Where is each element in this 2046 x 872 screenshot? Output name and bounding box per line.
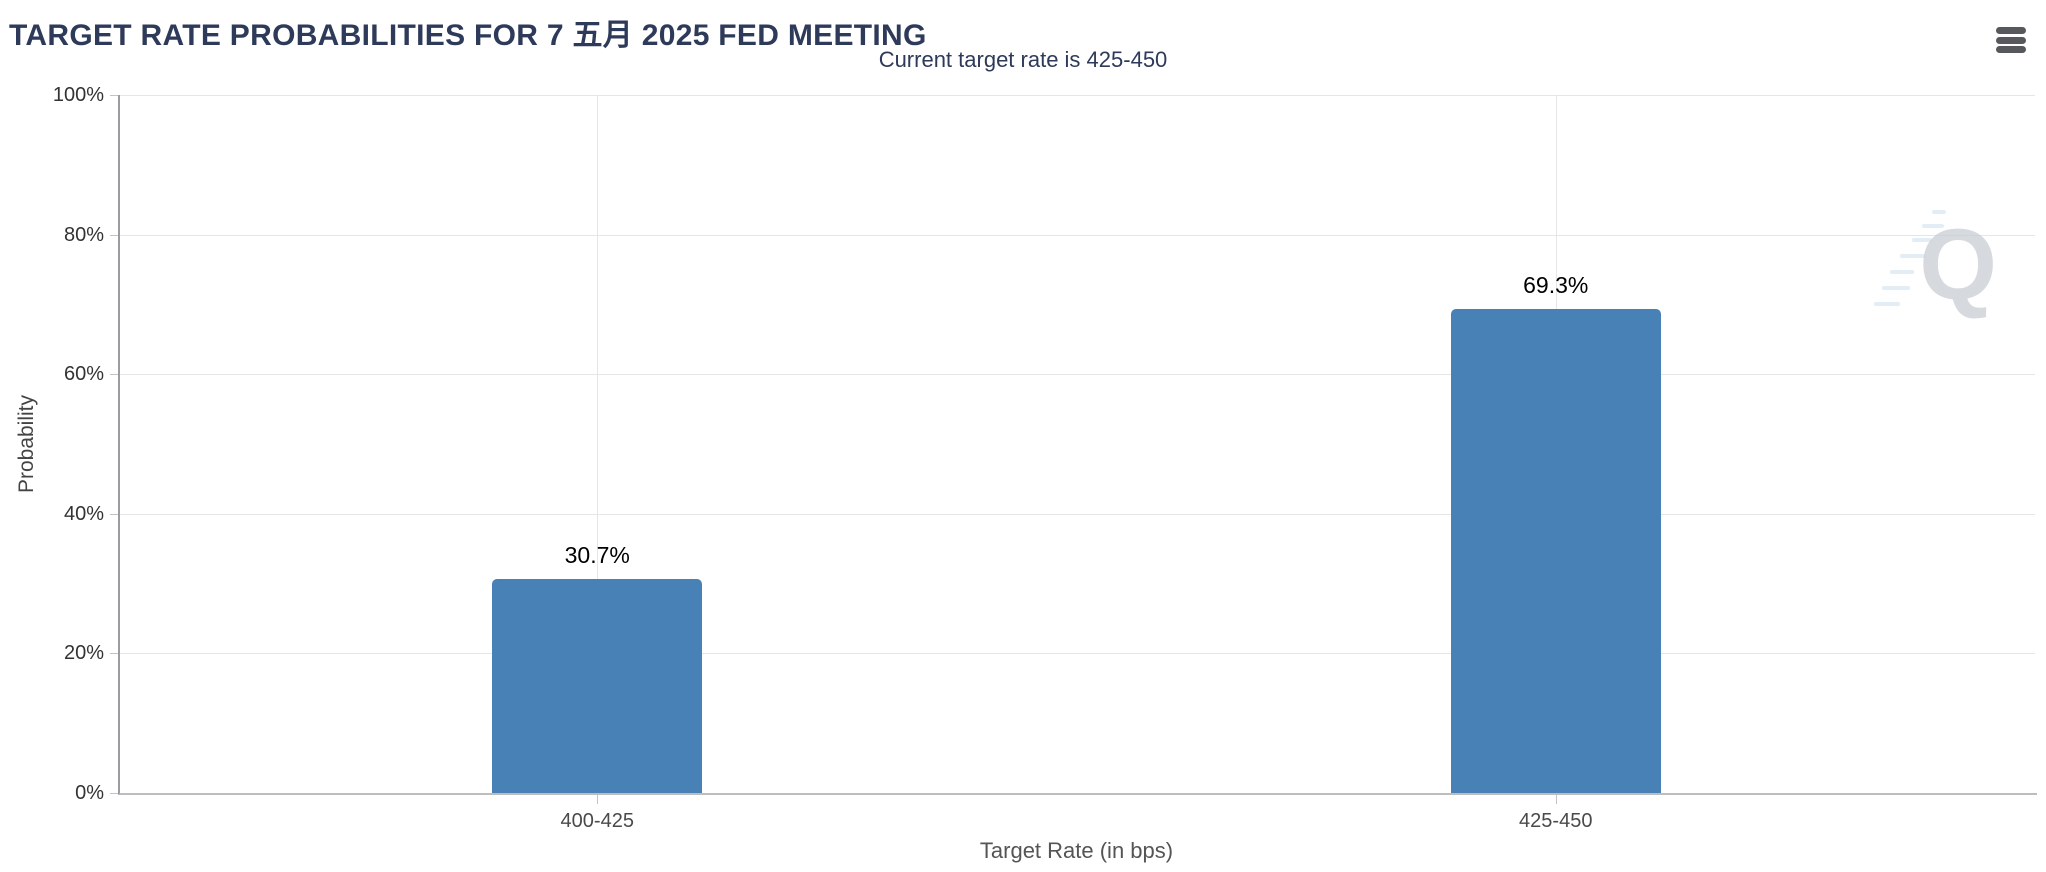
y-gridline [118,374,2035,376]
x-gridline [597,95,599,793]
chart-context-menu-button[interactable] [1996,27,2026,53]
y-axis-tick-label: 60% [63,363,104,386]
y-axis-tick-label: 80% [63,223,104,246]
y-axis-tick-label: 40% [63,502,104,525]
x-tick-mark [1555,795,1557,804]
y-tick-mark [110,234,118,236]
y-gridline [118,653,2035,655]
plot-area: Q [118,95,2037,795]
y-tick-mark [110,95,118,96]
y-axis-title: Probability [15,394,38,494]
hamburger-menu-icon [1996,46,2026,53]
y-gridline [118,513,2035,515]
x-tick-mark [597,795,599,804]
y-tick-mark [110,653,118,655]
chart-subtitle: Current target rate is 425-450 [878,47,1168,72]
hamburger-menu-icon [1996,27,2026,34]
hamburger-menu-icon [1996,36,2026,44]
y-axis-tick-label: 0% [75,782,104,804]
y-gridline [118,95,2035,96]
bar-value-label: 69.3% [1523,272,1589,299]
bar-425-450[interactable] [1450,309,1661,793]
watermark-q-logo-icon: Q [1919,209,1997,321]
quikstrike-watermark: Q [1874,210,2009,325]
x-axis-tick-label: 400-425 [560,810,634,832]
bar-value-label: 30.7% [564,541,630,568]
y-tick-mark [110,513,118,515]
y-axis-tick-label: 100% [52,84,104,106]
chart-title: TARGET RATE PROBABILITIES FOR 7 五月 2025 … [9,19,927,52]
x-axis-title: Target Rate (in bps) [979,838,1174,863]
x-axis-tick-label: 425-450 [1519,810,1593,832]
y-tick-mark [110,374,118,376]
y-gridline [118,234,2035,236]
y-tick-mark [110,793,118,794]
bar-400-425[interactable] [492,578,703,793]
y-axis-tick-label: 20% [63,642,104,665]
